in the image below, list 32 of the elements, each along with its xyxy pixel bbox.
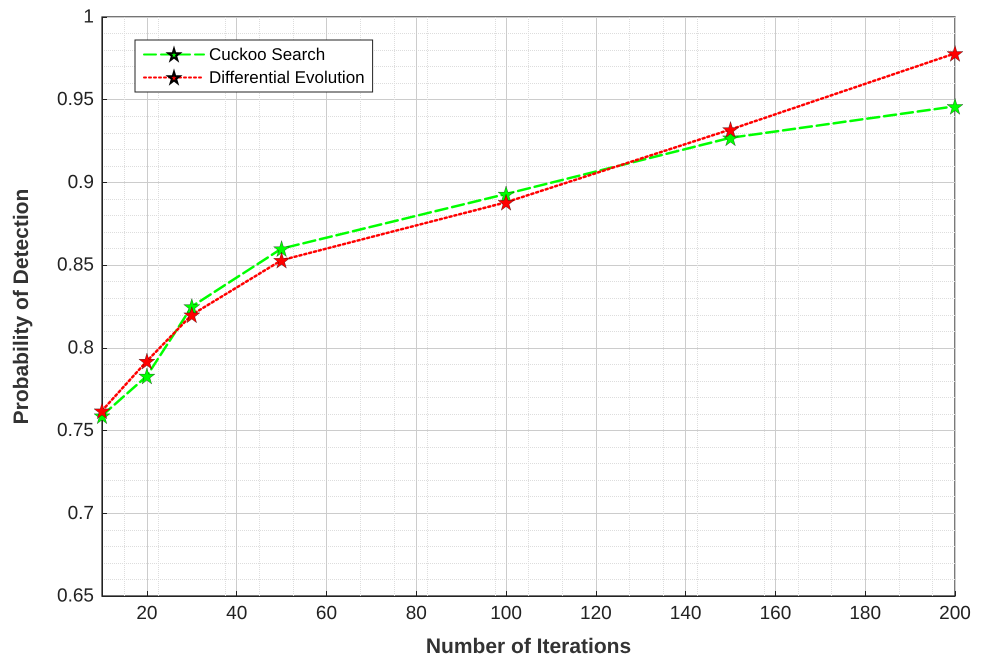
x-tick-label: 120 [580, 603, 612, 624]
x-axis-title: Number of Iterations [426, 635, 632, 658]
point [946, 98, 964, 114]
point [273, 252, 290, 268]
point [722, 121, 739, 138]
y-axis-title: Probability of Detection [10, 188, 33, 424]
x-tick-label: 60 [316, 603, 338, 624]
point [273, 240, 290, 257]
x-tick-label: 40 [226, 603, 248, 624]
point [138, 368, 156, 384]
point [138, 352, 156, 370]
y-tick-label: 0.8 [68, 337, 94, 358]
x-tick-label: 80 [406, 603, 427, 624]
x-tick-label: 100 [490, 603, 522, 624]
y-tick-label: 0.85 [57, 254, 94, 276]
x-tick-label: 160 [760, 603, 792, 624]
y-tick-label: 0.7 [68, 502, 94, 524]
x-tick-label: 180 [849, 603, 882, 624]
x-tick-label: 20 [136, 603, 158, 624]
point [94, 402, 110, 419]
point [184, 306, 200, 323]
y-tick-label: 0.95 [57, 89, 94, 110]
legend-label: Cuckoo Search [209, 45, 326, 64]
point [498, 194, 514, 210]
y-tick-label: 0.75 [57, 420, 94, 442]
y-tick-label: 1 [83, 6, 94, 28]
x-tick-label: 200 [939, 603, 971, 624]
legend-label: Differential Evolution [209, 68, 365, 87]
x-tick-label: 140 [670, 603, 702, 624]
y-tick-label: 0.9 [68, 172, 94, 193]
y-tick-label: 0.65 [57, 586, 94, 606]
point [946, 45, 964, 62]
